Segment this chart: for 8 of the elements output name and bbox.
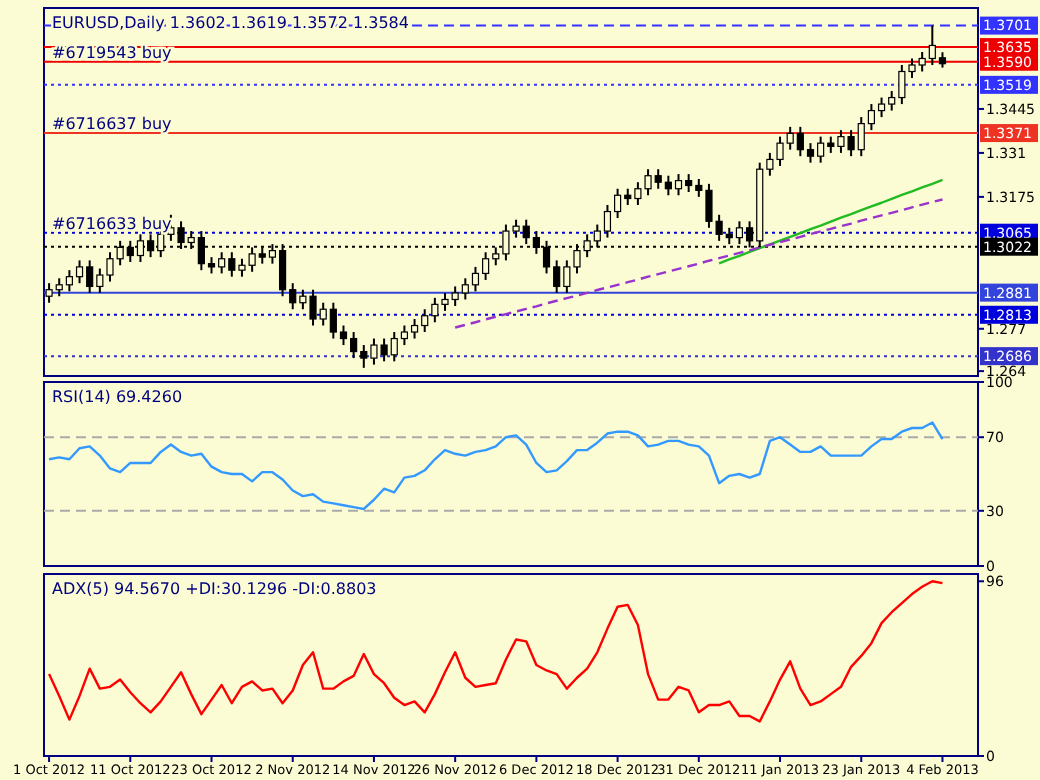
- line-series: [717, 178, 944, 265]
- line-series: [453, 198, 944, 329]
- chart-title: ADX(5) 94.5670 +DI:30.1296 -DI:0.8803: [52, 580, 377, 598]
- line-series: [47, 421, 944, 511]
- line-series: [47, 580, 944, 723]
- annotation: #6719543 buy: [52, 43, 173, 62]
- chart-title: RSI(14) 69.4260: [52, 388, 183, 406]
- annotation: #6716637 buy: [52, 115, 173, 134]
